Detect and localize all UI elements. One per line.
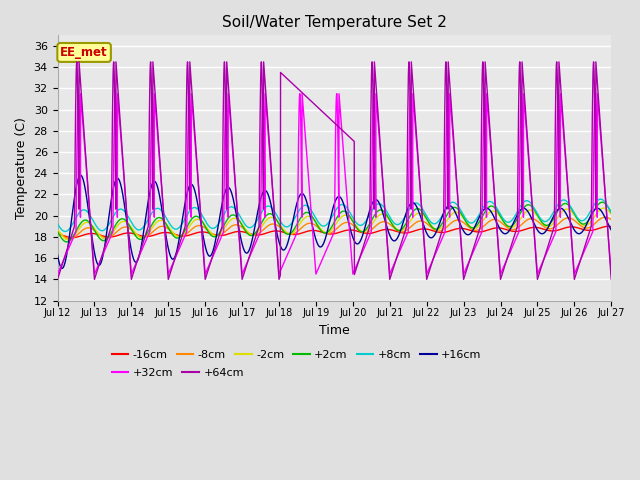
-8cm bbox=[66, 236, 74, 241]
-2cm bbox=[89, 223, 97, 229]
+16cm bbox=[436, 218, 444, 224]
Line: +16cm: +16cm bbox=[58, 175, 611, 268]
+16cm bbox=[481, 205, 489, 211]
+64cm bbox=[481, 61, 489, 67]
-8cm bbox=[226, 225, 234, 230]
+64cm bbox=[89, 251, 97, 256]
+32cm bbox=[120, 169, 127, 175]
+16cm bbox=[120, 197, 127, 203]
-2cm bbox=[607, 211, 615, 217]
+8cm bbox=[61, 228, 69, 234]
-2cm bbox=[120, 218, 128, 224]
+8cm bbox=[596, 196, 604, 202]
+32cm bbox=[89, 247, 97, 253]
-8cm bbox=[481, 222, 489, 228]
+64cm bbox=[54, 276, 61, 282]
+16cm bbox=[226, 186, 234, 192]
-2cm bbox=[120, 218, 127, 224]
X-axis label: Time: Time bbox=[319, 324, 350, 337]
+16cm bbox=[77, 172, 84, 178]
-2cm bbox=[54, 227, 61, 232]
+8cm bbox=[89, 217, 97, 223]
+32cm bbox=[436, 240, 444, 246]
+32cm bbox=[74, 91, 82, 96]
-2cm bbox=[64, 237, 72, 243]
+64cm bbox=[120, 166, 127, 171]
+2cm bbox=[436, 223, 444, 229]
+64cm bbox=[436, 234, 444, 240]
Y-axis label: Temperature (C): Temperature (C) bbox=[15, 117, 28, 219]
+2cm bbox=[120, 216, 127, 222]
Line: +64cm: +64cm bbox=[58, 62, 611, 279]
Line: +32cm: +32cm bbox=[58, 94, 611, 274]
Line: +8cm: +8cm bbox=[58, 199, 611, 231]
-16cm bbox=[89, 230, 97, 236]
Title: Soil/Water Temperature Set 2: Soil/Water Temperature Set 2 bbox=[222, 15, 447, 30]
-8cm bbox=[89, 226, 97, 232]
+16cm bbox=[120, 202, 128, 208]
+32cm bbox=[54, 271, 61, 277]
-16cm bbox=[120, 230, 128, 236]
-16cm bbox=[120, 231, 127, 237]
-2cm bbox=[436, 226, 444, 231]
+32cm bbox=[607, 271, 615, 277]
-16cm bbox=[607, 224, 615, 229]
+32cm bbox=[226, 111, 234, 117]
+64cm bbox=[120, 177, 128, 182]
-16cm bbox=[605, 224, 612, 229]
-8cm bbox=[602, 214, 609, 220]
+16cm bbox=[58, 265, 66, 271]
Legend: +32cm, +64cm: +32cm, +64cm bbox=[108, 364, 248, 383]
+64cm bbox=[226, 103, 234, 108]
+64cm bbox=[607, 276, 615, 282]
+32cm bbox=[481, 117, 489, 123]
-16cm bbox=[68, 235, 76, 240]
-8cm bbox=[54, 228, 61, 234]
-16cm bbox=[436, 229, 444, 235]
+8cm bbox=[226, 204, 234, 210]
-8cm bbox=[120, 225, 127, 230]
+16cm bbox=[89, 240, 97, 245]
+2cm bbox=[607, 210, 615, 216]
Line: -8cm: -8cm bbox=[58, 217, 611, 239]
+16cm bbox=[607, 227, 615, 233]
Line: -2cm: -2cm bbox=[58, 208, 611, 240]
+2cm bbox=[89, 224, 97, 230]
-2cm bbox=[481, 215, 489, 220]
-16cm bbox=[481, 228, 489, 234]
Text: EE_met: EE_met bbox=[60, 46, 108, 59]
-16cm bbox=[226, 230, 234, 236]
+2cm bbox=[63, 239, 70, 245]
+2cm bbox=[481, 208, 489, 214]
Line: +2cm: +2cm bbox=[58, 202, 611, 242]
+64cm bbox=[73, 59, 81, 65]
Line: -16cm: -16cm bbox=[58, 227, 611, 238]
-2cm bbox=[226, 218, 234, 224]
+8cm bbox=[120, 207, 127, 213]
+2cm bbox=[226, 214, 234, 219]
+32cm bbox=[120, 179, 128, 185]
-8cm bbox=[120, 224, 128, 230]
+8cm bbox=[120, 208, 128, 214]
+8cm bbox=[436, 216, 444, 222]
-16cm bbox=[54, 231, 61, 237]
+16cm bbox=[54, 252, 61, 258]
+2cm bbox=[120, 216, 128, 222]
-8cm bbox=[436, 228, 444, 234]
-2cm bbox=[600, 205, 607, 211]
+2cm bbox=[598, 199, 606, 205]
+2cm bbox=[54, 229, 61, 235]
+8cm bbox=[481, 202, 489, 207]
+8cm bbox=[54, 221, 61, 227]
+8cm bbox=[607, 209, 615, 215]
-8cm bbox=[607, 217, 615, 223]
